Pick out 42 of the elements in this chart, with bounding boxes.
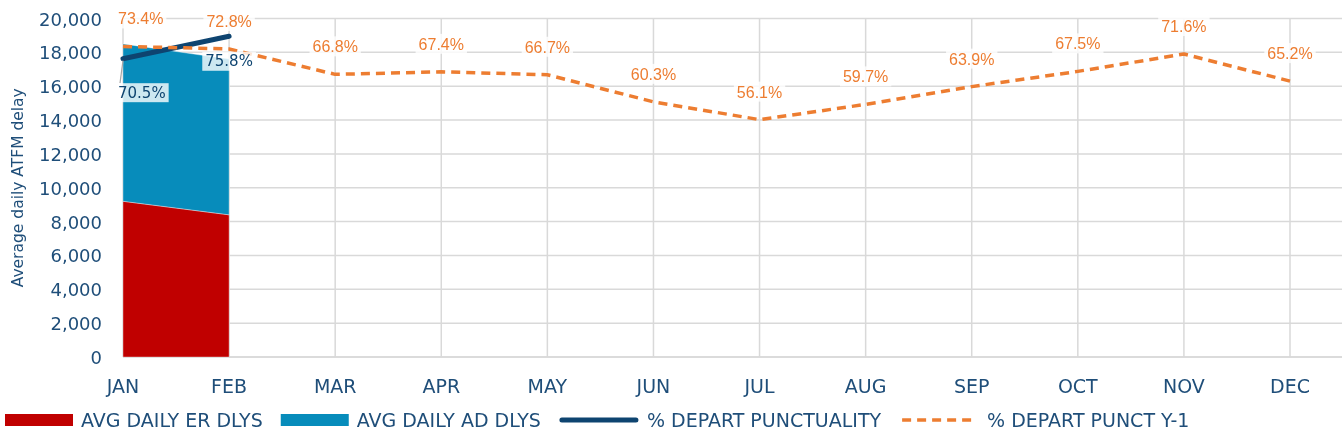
data-label: 70.5% — [118, 83, 166, 102]
data-label: 63.9% — [949, 50, 995, 68]
x-tick-label: OCT — [1057, 375, 1099, 397]
y-axis-title: Average daily ATFM delay — [9, 88, 27, 288]
legend-label: % DEPART PUNCT Y-1 — [987, 409, 1190, 431]
y-tick-label: 12,000 — [39, 143, 102, 165]
x-tick-label: AUG — [844, 375, 887, 397]
y-tick-label: 2,000 — [50, 312, 102, 334]
data-label: 67.5% — [1055, 34, 1101, 52]
y-tick-label: 18,000 — [39, 41, 102, 63]
y-tick-label: 0 — [90, 346, 102, 368]
x-tick-label: NOV — [1162, 375, 1205, 397]
y-tick-label: 10,000 — [39, 177, 102, 199]
data-label: 59.7% — [842, 67, 889, 85]
x-tick-label: JAN — [105, 375, 140, 397]
y-tick-label: 16,000 — [39, 75, 102, 97]
x-tick-label: DEC — [1270, 375, 1310, 397]
y-tick-label: 14,000 — [39, 109, 102, 131]
x-tick-label: MAR — [313, 375, 357, 397]
legend-label: AVG DAILY AD DLYS — [356, 409, 541, 431]
x-tick-label: JUN — [635, 375, 671, 397]
data-label: 56.1% — [736, 83, 783, 101]
data-label: 66.7% — [524, 38, 571, 56]
data-label: 67.4% — [418, 35, 464, 53]
y-tick-label: 20,000 — [39, 8, 102, 29]
data-label: 75.8% — [205, 52, 253, 71]
data-label: 60.3% — [630, 65, 677, 83]
y-tick-label: 6,000 — [50, 244, 102, 266]
data-label: 73.4% — [118, 9, 164, 27]
data-label: 71.6% — [1161, 17, 1207, 35]
x-tick-label: MAY — [527, 375, 568, 397]
y-tick-label: 8,000 — [50, 211, 102, 233]
data-label: 72.8% — [206, 12, 252, 30]
x-tick-label: SEP — [953, 375, 990, 397]
data-label: 66.8% — [312, 37, 358, 55]
legend-label: AVG DAILY ER DLYS — [81, 409, 263, 431]
legend-label: % DEPART PUNCTUALITY — [646, 409, 882, 431]
x-tick-label: APR — [422, 375, 461, 397]
data-label: 65.2% — [1267, 44, 1313, 62]
x-tick-label: JUL — [743, 375, 775, 397]
y-tick-label: 4,000 — [50, 278, 102, 300]
x-tick-label: FEB — [211, 375, 248, 397]
